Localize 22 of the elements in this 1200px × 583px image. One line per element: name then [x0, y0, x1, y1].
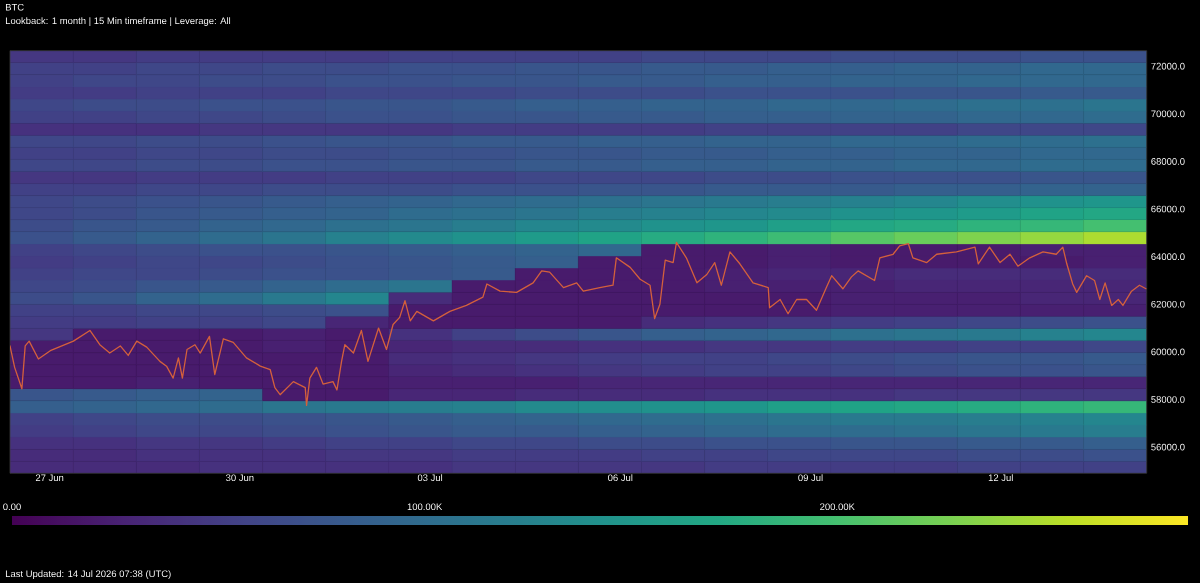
line-series	[10, 241, 1147, 407]
x-tick-label: 03 Jul	[417, 474, 443, 482]
y-tick-label: 58000.0	[1151, 396, 1185, 403]
x-tick-label: 27 Jun	[35, 474, 64, 482]
x-tick-label: 09 Jul	[798, 474, 823, 482]
text: Last Updated: 14 Jul 2026 07:38 (UTC)	[5, 570, 171, 579]
y-tick-label: 66000.0	[1151, 205, 1185, 213]
color-bar-label: 100.00K	[407, 503, 443, 511]
x-tick-label: 06 Jul	[608, 474, 633, 482]
y-tick-label: 72000.0	[1151, 62, 1185, 70]
color-bar-label: 0.00	[3, 503, 21, 511]
color-bar-label: 200.00K	[820, 503, 855, 511]
x-tick-label: 30 Jun	[226, 474, 254, 482]
y-tick-label: 68000.0	[1151, 158, 1185, 165]
x-tick-label: 12 Jul	[988, 474, 1013, 482]
y-tick-label: 70000.0	[1151, 110, 1185, 118]
y-tick-label: 64000.0	[1151, 253, 1185, 260]
y-tick-label: 60000.0	[1151, 348, 1185, 356]
chart-subtitle: Lookback: 1 month | 15 Min timeframe | Leverage: All	[5, 17, 231, 26]
y-tick-label: 62000.0	[1151, 300, 1185, 308]
chart-title: BTC	[5, 3, 24, 11]
y-tick-label: 56000.0	[1151, 443, 1185, 451]
